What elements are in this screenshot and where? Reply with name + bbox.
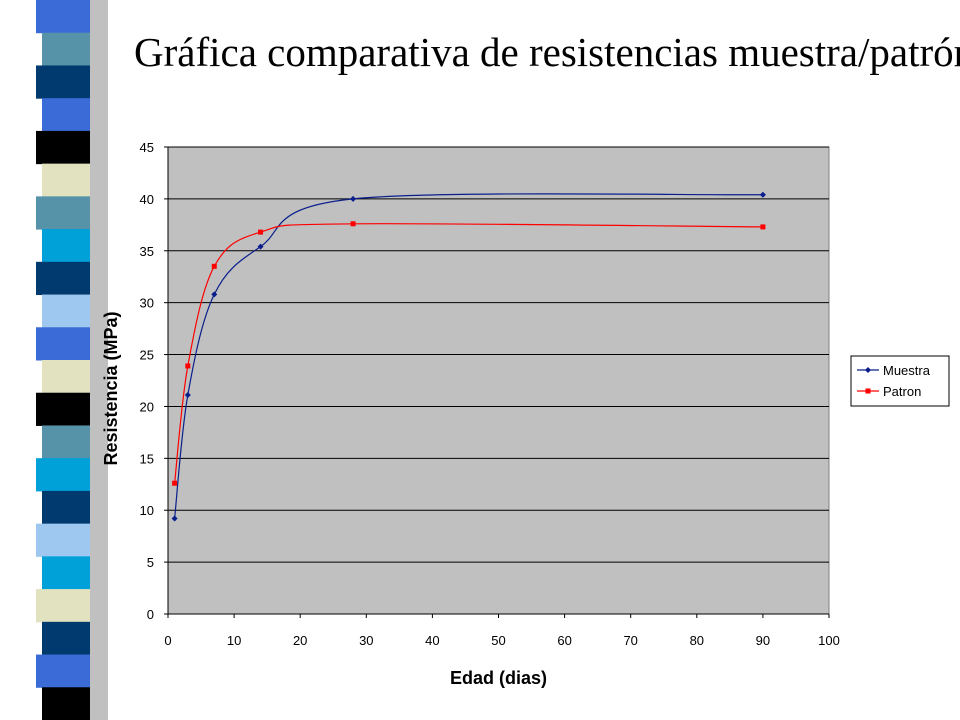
decorative-band bbox=[42, 229, 90, 263]
data-point-muestra bbox=[759, 191, 766, 198]
decorative-band bbox=[36, 523, 90, 557]
decorative-band bbox=[36, 654, 90, 688]
data-point-muestra bbox=[211, 291, 218, 298]
decorative-band bbox=[36, 65, 90, 99]
x-tick-label: 80 bbox=[690, 633, 704, 648]
band-shadow bbox=[86, 0, 108, 720]
x-tick-label: 10 bbox=[227, 633, 241, 648]
legend-label-muestra: Muestra bbox=[883, 363, 931, 378]
x-tick-label: 30 bbox=[359, 633, 373, 648]
decorative-band bbox=[42, 360, 90, 394]
x-axis-title: Edad (dias) bbox=[450, 668, 547, 688]
data-point-patron bbox=[760, 224, 766, 230]
y-tick-label: 25 bbox=[140, 348, 154, 363]
decorative-band bbox=[42, 490, 90, 525]
y-tick-label: 15 bbox=[140, 451, 154, 466]
decorative-band bbox=[36, 458, 90, 492]
decorative-band bbox=[36, 261, 90, 296]
legend-box bbox=[850, 355, 950, 407]
x-tick-label: 100 bbox=[818, 633, 840, 648]
decorative-band bbox=[42, 621, 90, 656]
decorative-band bbox=[42, 98, 90, 132]
decorative-band bbox=[36, 130, 90, 165]
x-tick-label: 20 bbox=[293, 633, 307, 648]
y-tick-label: 20 bbox=[140, 399, 154, 414]
slide-title: Gráfica comparativa de resistencias mues… bbox=[134, 29, 960, 75]
y-tick-label: 40 bbox=[140, 192, 154, 207]
decorative-band bbox=[36, 196, 90, 230]
decorative-band bbox=[36, 392, 90, 426]
data-point-muestra bbox=[350, 195, 357, 202]
data-point-patron bbox=[258, 229, 264, 235]
x-tick-label: 50 bbox=[491, 633, 505, 648]
data-point-muestra bbox=[184, 392, 191, 399]
y-tick-label: 5 bbox=[147, 555, 154, 570]
decorative-band bbox=[42, 294, 90, 328]
x-tick-label: 0 bbox=[164, 633, 171, 648]
decorative-band-strip bbox=[36, 0, 108, 720]
plot-area bbox=[167, 146, 830, 615]
x-tick-label: 60 bbox=[557, 633, 571, 648]
data-point-patron bbox=[211, 263, 217, 269]
decorative-band bbox=[42, 163, 90, 197]
y-tick-label: 35 bbox=[140, 244, 154, 259]
y-tick-label: 10 bbox=[140, 503, 154, 518]
legend-marker-muestra bbox=[865, 367, 871, 373]
data-point-patron bbox=[185, 363, 191, 369]
decorative-band bbox=[42, 425, 90, 459]
y-axis-title: Resistencia (MPa) bbox=[101, 311, 121, 465]
decorative-band bbox=[36, 327, 90, 361]
y-tick-label: 30 bbox=[140, 296, 154, 311]
decorative-band bbox=[36, 589, 90, 623]
decorative-band bbox=[42, 687, 90, 720]
decorative-band bbox=[42, 32, 90, 66]
decorative-band bbox=[42, 556, 90, 590]
decorative-band bbox=[36, 0, 90, 34]
data-point-patron bbox=[350, 221, 356, 227]
legend-label-patron: Patron bbox=[883, 384, 921, 399]
x-tick-label: 90 bbox=[756, 633, 770, 648]
data-point-patron bbox=[172, 480, 178, 486]
legend-marker-patron bbox=[865, 388, 871, 394]
x-tick-label: 40 bbox=[425, 633, 439, 648]
y-tick-label: 45 bbox=[140, 140, 154, 155]
y-tick-label: 0 bbox=[147, 607, 154, 622]
data-point-muestra bbox=[171, 515, 178, 522]
x-tick-label: 70 bbox=[623, 633, 637, 648]
data-point-muestra bbox=[257, 243, 264, 250]
